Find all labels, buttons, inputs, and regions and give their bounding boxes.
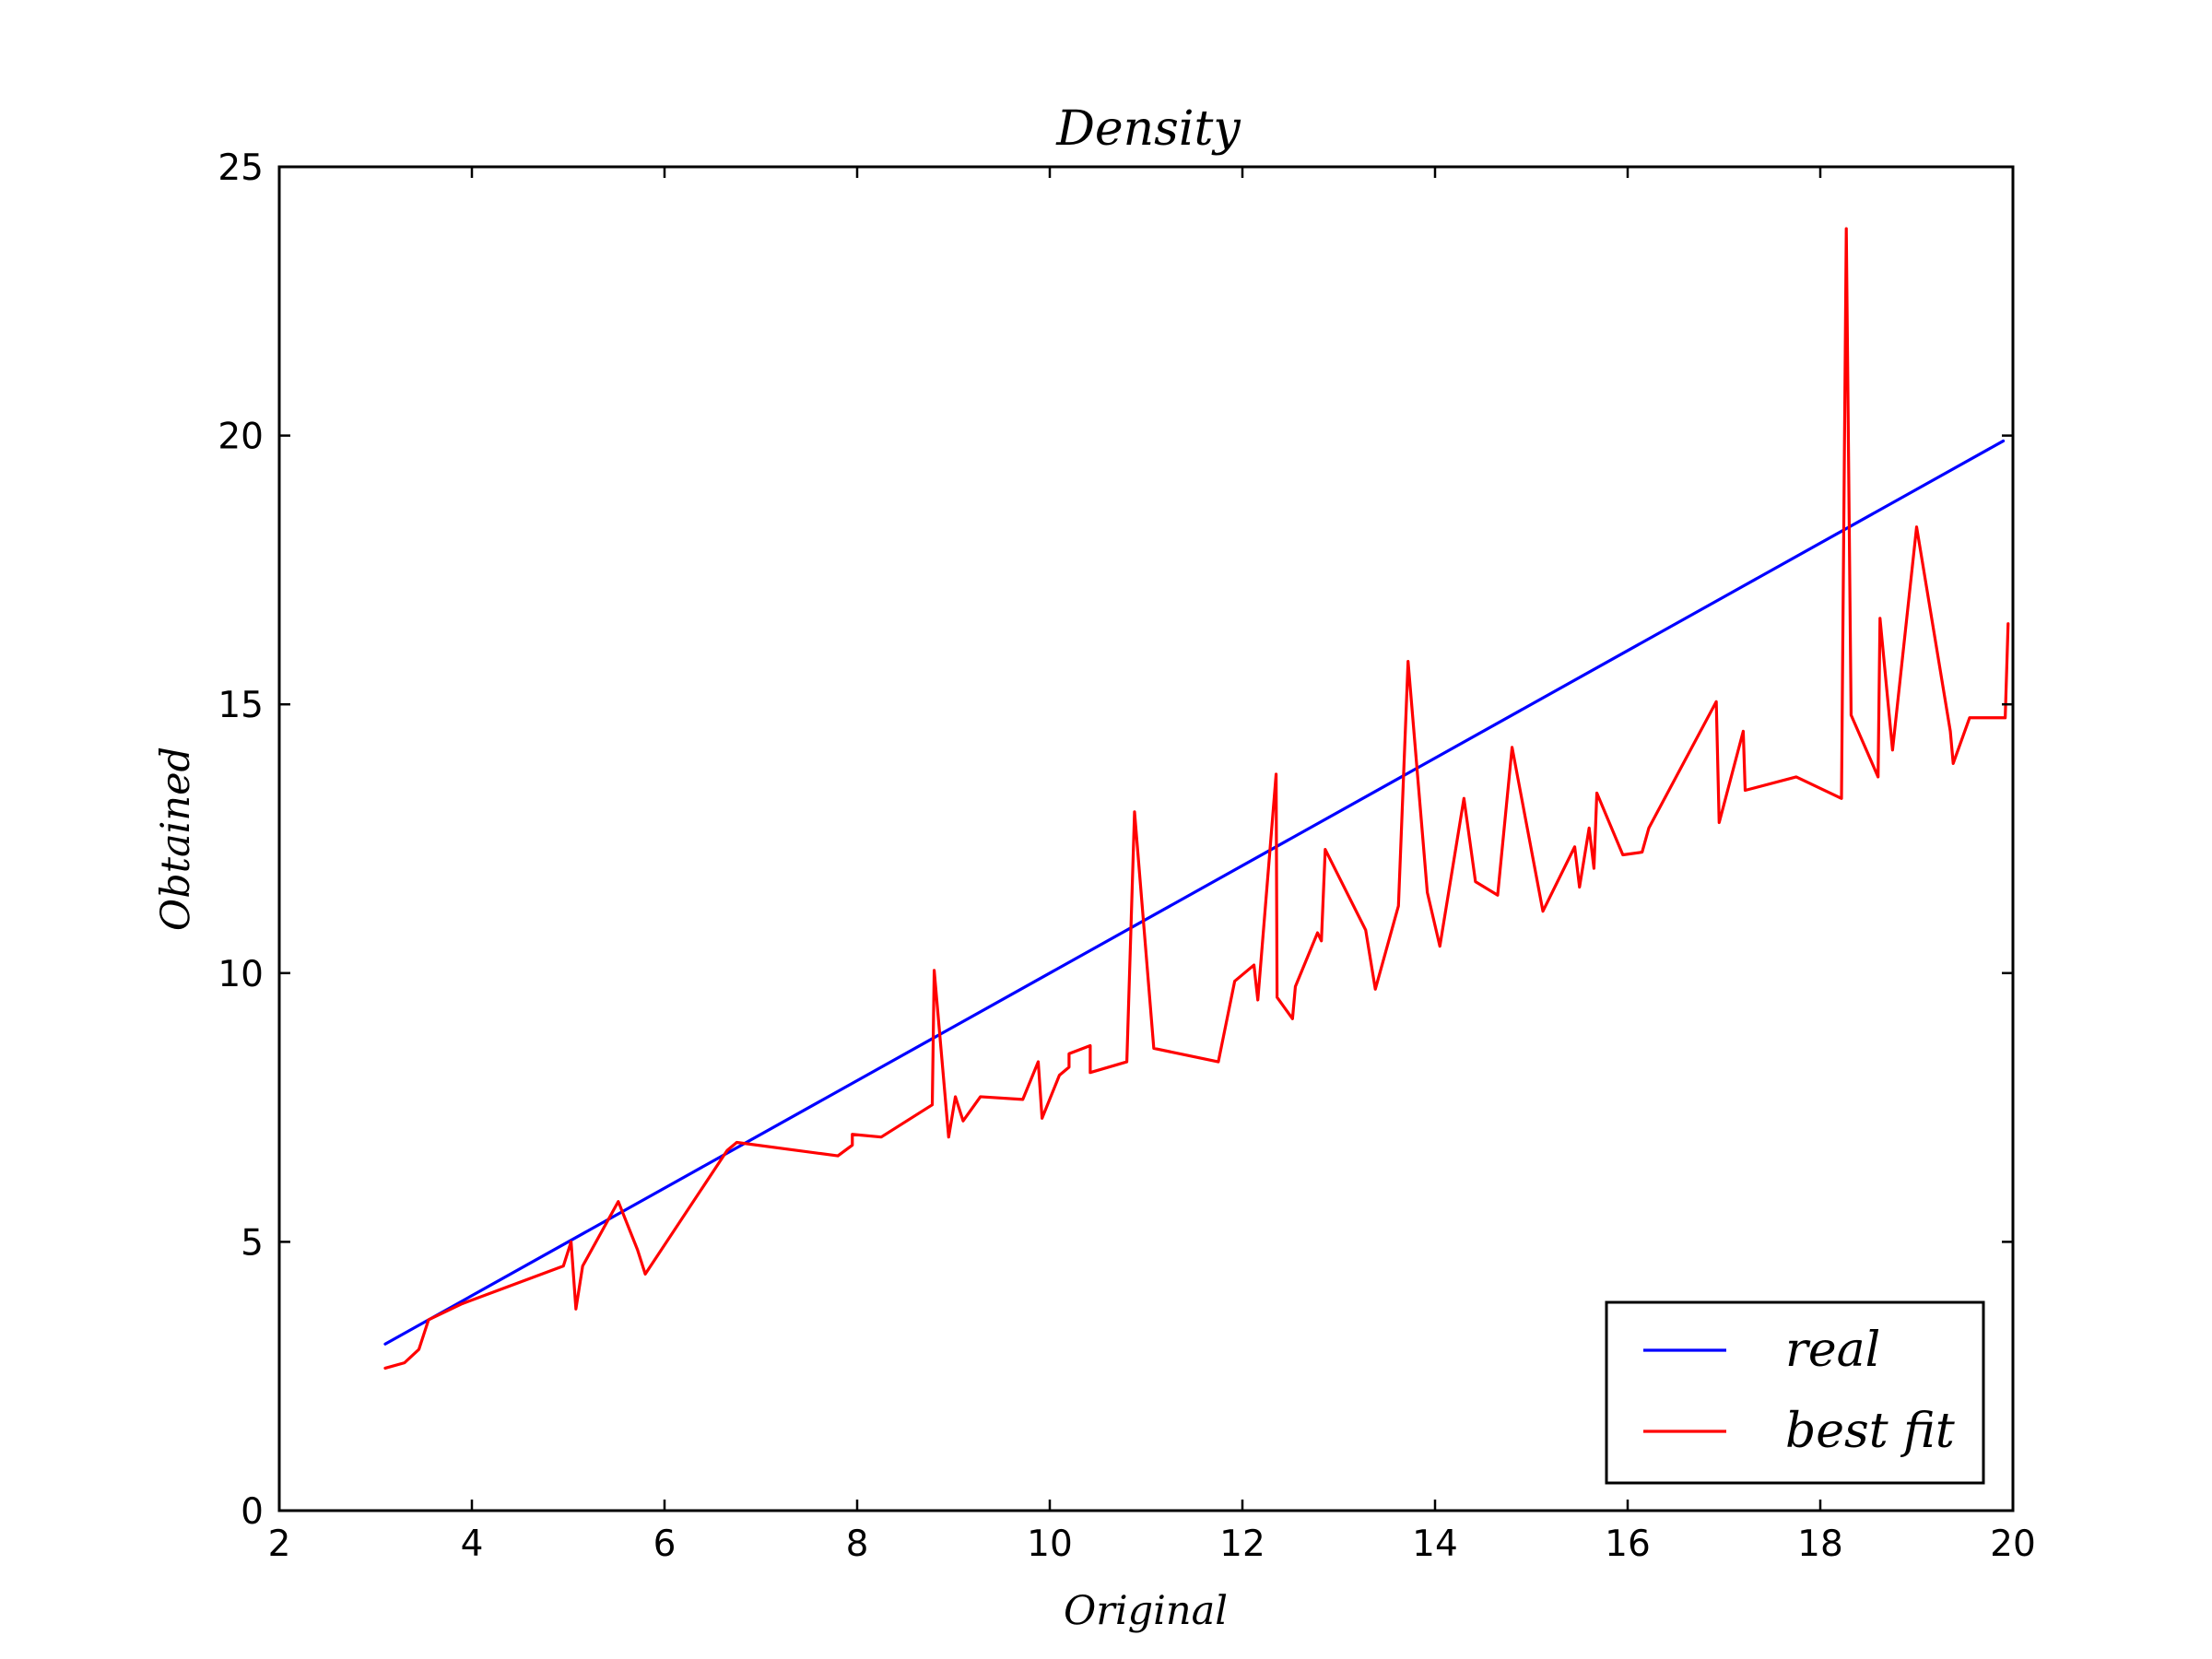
series-layer <box>383 227 2010 1371</box>
x-tick-label: 20 <box>1990 1524 2036 1565</box>
y-tick-label: 10 <box>218 954 264 995</box>
legend-box <box>1605 1300 1985 1485</box>
x-tick-label: 16 <box>1605 1524 1651 1565</box>
plot-frame <box>277 165 2015 1512</box>
y-tick-label: 5 <box>241 1222 264 1264</box>
tick-layer: 2 4 6 8 10 12 14 16 18 20 0 5 10 15 20 25 <box>218 147 2035 1565</box>
x-tick-label: 14 <box>1412 1524 1458 1565</box>
x-tick-label: 12 <box>1219 1524 1265 1565</box>
x-tick-label: 2 <box>268 1524 291 1565</box>
x-tick-label: 10 <box>1027 1524 1073 1565</box>
y-tick-label: 25 <box>218 147 264 189</box>
x-tick-label: 6 <box>653 1524 677 1565</box>
legend-label-0: real <box>1785 1323 1880 1378</box>
x-tick-label: 18 <box>1797 1524 1843 1565</box>
y-tick-label: 15 <box>218 685 264 726</box>
y-tick-label: 0 <box>241 1491 264 1533</box>
series-line-1 <box>383 227 2010 1371</box>
plot-area: 2 4 6 8 10 12 14 16 18 20 0 5 10 15 20 25 <box>218 147 2035 1565</box>
y-tick-label: 20 <box>218 417 264 458</box>
legend-items: real best fit <box>1643 1323 1955 1459</box>
chart-title: Density <box>1055 101 1241 157</box>
x-tick-label: 4 <box>461 1524 484 1565</box>
series-line-0 <box>383 439 2006 1346</box>
y-axis-label: Obtained <box>153 747 199 931</box>
x-tick-label: 8 <box>846 1524 869 1565</box>
x-axis-label: Original <box>1064 1588 1228 1634</box>
legend-label-1: best fit <box>1785 1404 1955 1459</box>
legend: real best fit <box>1605 1300 1985 1485</box>
